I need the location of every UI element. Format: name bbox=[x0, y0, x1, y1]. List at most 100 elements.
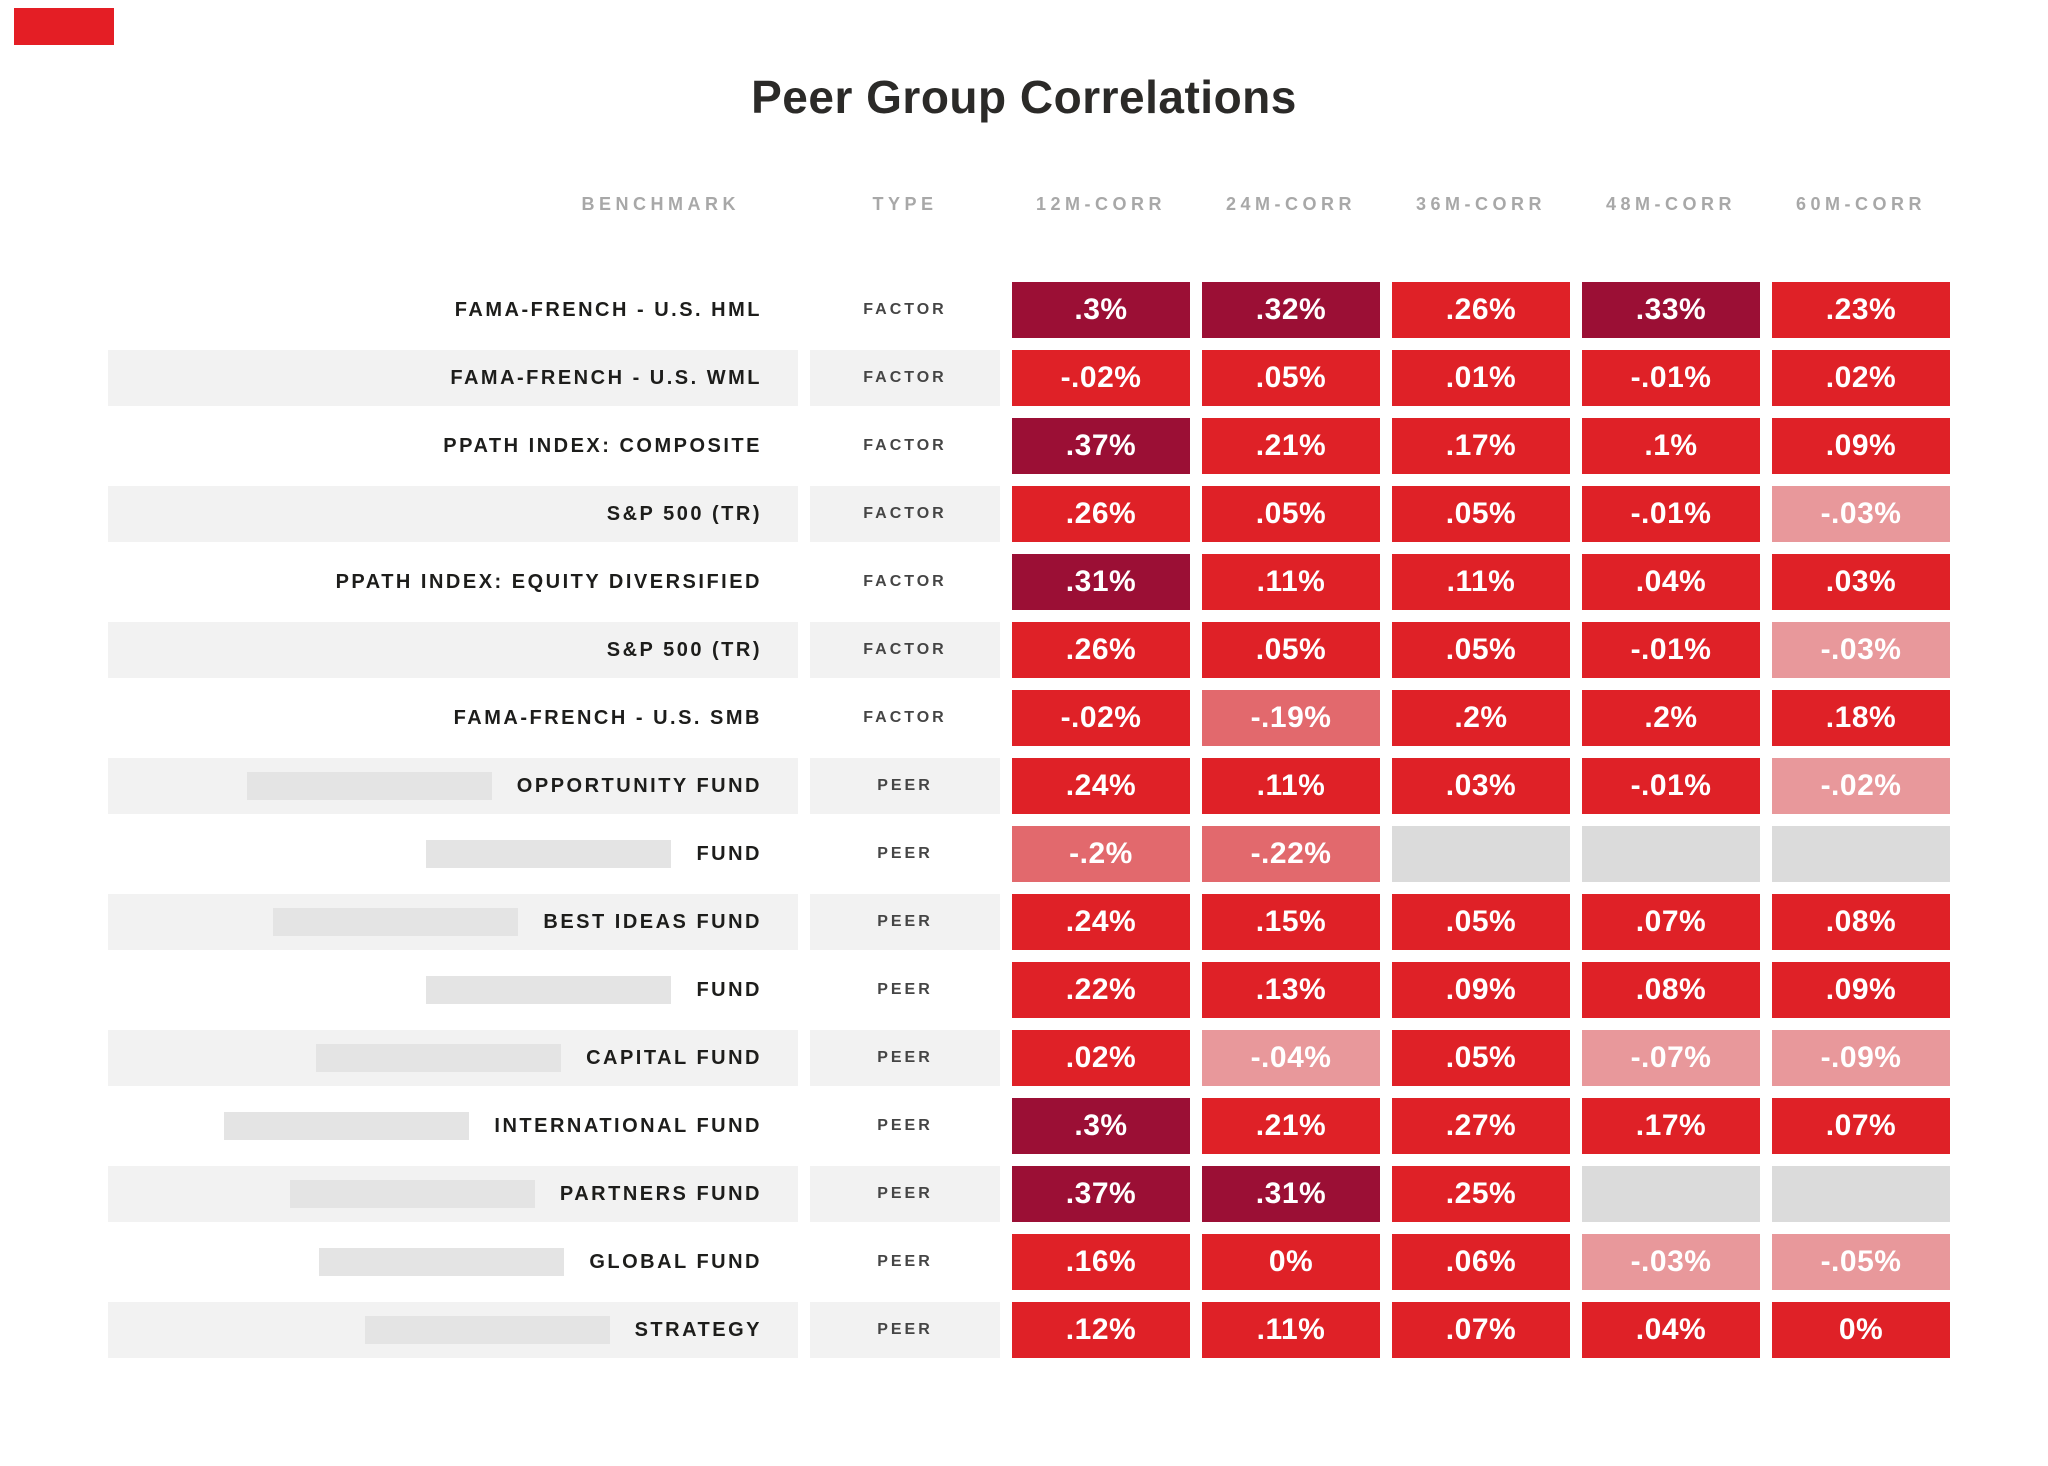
corr-value: .11% bbox=[1256, 1313, 1326, 1346]
corr-value: .05% bbox=[1255, 497, 1327, 530]
column-header-type: TYPE bbox=[872, 193, 938, 214]
corr-cell: .07% bbox=[1582, 894, 1760, 950]
corr-value: -.02% bbox=[1060, 701, 1142, 734]
type-label: FACTOR bbox=[863, 437, 947, 454]
corr-value: .21% bbox=[1255, 429, 1327, 462]
corr-value: -.05% bbox=[1820, 1245, 1902, 1278]
table-row: PPATH INDEX: EQUITY DIVERSIFIED FACTOR .31… bbox=[108, 548, 2048, 616]
corr-value: .07% bbox=[1635, 905, 1707, 938]
corr-value: .2% bbox=[1454, 701, 1508, 734]
table-row: FAMA-FRENCH - U.S. HML FACTOR .3% .32% .26%.… bbox=[108, 276, 2048, 344]
corr-value: .37% bbox=[1065, 429, 1137, 462]
corr-cell: .02% bbox=[1012, 1030, 1190, 1086]
corr-value: .09% bbox=[1825, 429, 1897, 462]
benchmark-label: PARTNERS FUND bbox=[559, 1182, 762, 1205]
corr-cell: .22% bbox=[1012, 962, 1190, 1018]
type-label: PEER bbox=[877, 777, 933, 794]
redaction-block bbox=[289, 1180, 535, 1208]
column-header-48m-corr: 48M-CORR bbox=[1605, 193, 1736, 214]
corr-cell-empty bbox=[1582, 826, 1760, 882]
corr-cell: .17% bbox=[1392, 418, 1570, 474]
column-header-12m-corr: 12M-CORR bbox=[1035, 193, 1166, 214]
page-title: Peer Group Correlations bbox=[751, 71, 1297, 123]
corr-value: -.03% bbox=[1820, 633, 1902, 666]
type-label: PEER bbox=[877, 845, 933, 862]
corr-cell: .04% bbox=[1582, 1302, 1760, 1358]
table-row: PARTNERS FUND PEER .37% .31% .25% bbox=[108, 1160, 2048, 1228]
brand-logo-block bbox=[14, 8, 114, 45]
table-row: S&P 500 (TR) FACTOR .26% .05% .05% -.01% -.03% bbox=[108, 616, 2048, 684]
corr-value: .11% bbox=[1256, 769, 1326, 802]
corr-value: 0% bbox=[1838, 1313, 1884, 1346]
corr-cell: -.19% bbox=[1202, 690, 1380, 746]
corr-value: .24% bbox=[1065, 905, 1137, 938]
corr-cell: .32% bbox=[1202, 282, 1380, 338]
corr-cell: -.04% bbox=[1202, 1030, 1380, 1086]
corr-cell: .33% bbox=[1582, 282, 1760, 338]
corr-cell: -.01% bbox=[1582, 758, 1760, 814]
benchmark-cell: STRATEGY bbox=[108, 1302, 798, 1358]
corr-cell: .07% bbox=[1772, 1098, 1950, 1154]
benchmark-label: CAPITAL FUND bbox=[586, 1046, 762, 1069]
redaction-block bbox=[364, 1316, 610, 1344]
benchmark-label: S&P 500 (TR) bbox=[606, 502, 762, 525]
type-cell: PEER bbox=[810, 758, 1000, 814]
corr-cell: .26% bbox=[1392, 282, 1570, 338]
type-cell: FACTOR bbox=[810, 418, 1000, 474]
table-row: FAMA-FRENCH - U.S. SMB FACTOR -.02% -.19% .2… bbox=[108, 684, 2048, 752]
benchmark-label: INTERNATIONAL FUND bbox=[494, 1114, 762, 1137]
corr-cell: .1% bbox=[1582, 418, 1760, 474]
corr-cell-empty bbox=[1772, 826, 1950, 882]
corr-cell: .3% bbox=[1012, 1098, 1190, 1154]
corr-value: 0% bbox=[1268, 1245, 1314, 1278]
corr-cell: .08% bbox=[1582, 962, 1760, 1018]
corr-value: .16% bbox=[1065, 1245, 1137, 1278]
corr-cell: .25% bbox=[1392, 1166, 1570, 1222]
corr-value: -.02% bbox=[1820, 769, 1902, 802]
type-cell: FACTOR bbox=[810, 690, 1000, 746]
corr-value: .05% bbox=[1445, 633, 1517, 666]
corr-value: .04% bbox=[1635, 1313, 1707, 1346]
table-row: BEST IDEAS FUND PEER .24% .15% .05% .07% .08% bbox=[108, 888, 2048, 956]
benchmark-cell: BEST IDEAS FUND bbox=[108, 894, 798, 950]
corr-cell: -.02% bbox=[1772, 758, 1950, 814]
corr-value: .11% bbox=[1256, 565, 1326, 598]
benchmark-label: BEST IDEAS FUND bbox=[543, 910, 762, 933]
corr-value: .03% bbox=[1445, 769, 1517, 802]
benchmark-label: PPATH INDEX: EQUITY DIVERSIFIED bbox=[335, 570, 762, 593]
corr-value: -.2% bbox=[1069, 837, 1133, 870]
corr-cell-empty bbox=[1772, 1166, 1950, 1222]
corr-value: .06% bbox=[1445, 1245, 1517, 1278]
corr-cell: -.02% bbox=[1012, 690, 1190, 746]
corr-value: -.02% bbox=[1060, 361, 1142, 394]
corr-cell: .26% bbox=[1012, 486, 1190, 542]
corr-value: .37% bbox=[1065, 1177, 1137, 1210]
corr-cell: .03% bbox=[1772, 554, 1950, 610]
benchmark-cell: CAPITAL FUND bbox=[108, 1030, 798, 1086]
corr-value: .27% bbox=[1445, 1109, 1517, 1142]
type-cell: FACTOR bbox=[810, 350, 1000, 406]
type-cell: PEER bbox=[810, 962, 1000, 1018]
corr-cell: .2% bbox=[1582, 690, 1760, 746]
corr-cell: -.03% bbox=[1582, 1234, 1760, 1290]
corr-cell: .05% bbox=[1202, 622, 1380, 678]
corr-cell: .11% bbox=[1202, 1302, 1380, 1358]
corr-cell: .11% bbox=[1392, 554, 1570, 610]
type-cell: PEER bbox=[810, 1030, 1000, 1086]
type-label: PEER bbox=[877, 981, 933, 998]
corr-cell: -.05% bbox=[1772, 1234, 1950, 1290]
corr-value: .32% bbox=[1255, 293, 1327, 326]
corr-cell: -.03% bbox=[1772, 486, 1950, 542]
table-rows: FAMA-FRENCH - U.S. HML FACTOR .3% .32% .26%.… bbox=[108, 276, 2048, 1364]
corr-cell: 0% bbox=[1202, 1234, 1380, 1290]
corr-cell: .07% bbox=[1392, 1302, 1570, 1358]
benchmark-label: GLOBAL FUND bbox=[589, 1250, 762, 1273]
corr-value: .02% bbox=[1065, 1041, 1137, 1074]
corr-cell: .09% bbox=[1772, 962, 1950, 1018]
corr-cell: .16% bbox=[1012, 1234, 1190, 1290]
benchmark-cell: FAMA-FRENCH - U.S. HML bbox=[108, 282, 798, 338]
benchmark-label: FUND bbox=[696, 842, 762, 865]
type-label: PEER bbox=[877, 1049, 933, 1066]
benchmark-cell: S&P 500 (TR) bbox=[108, 486, 798, 542]
corr-value: .05% bbox=[1255, 361, 1327, 394]
